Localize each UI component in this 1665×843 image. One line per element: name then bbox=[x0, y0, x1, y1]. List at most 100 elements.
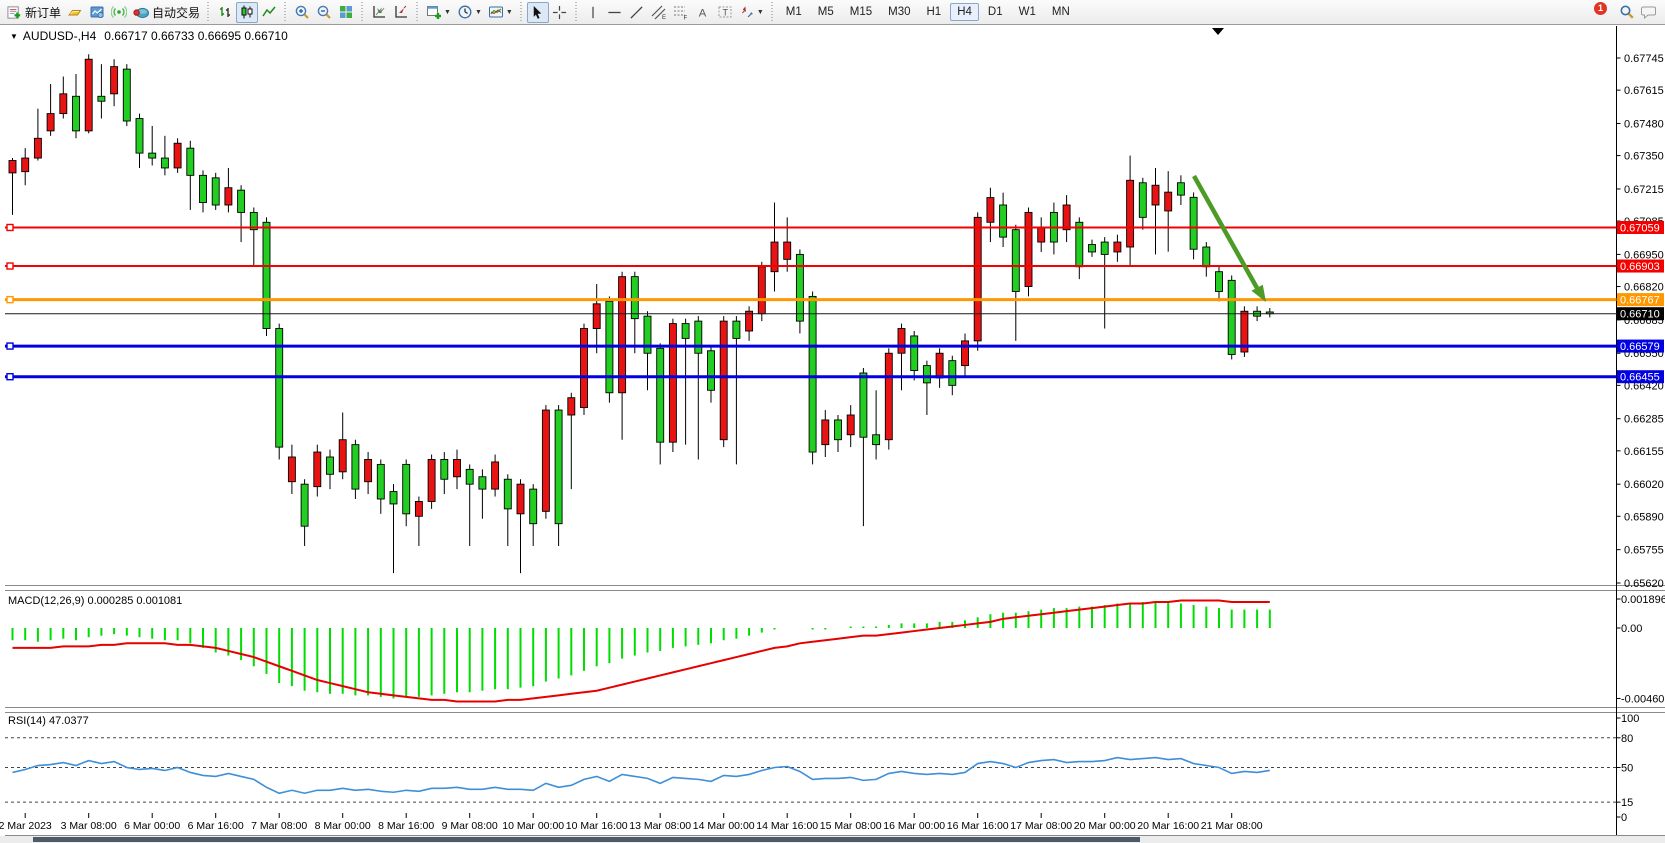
candle-body bbox=[503, 478, 512, 510]
auto-arrange-button[interactable] bbox=[368, 2, 390, 23]
vertical-line-tool-button[interactable] bbox=[582, 2, 604, 23]
timeframe-W1[interactable]: W1 bbox=[1018, 6, 1036, 18]
candle-body bbox=[402, 463, 411, 515]
timeframe-M30[interactable]: M30 bbox=[888, 6, 911, 18]
timeframe-M5[interactable]: M5 bbox=[817, 6, 834, 18]
candle-body bbox=[884, 352, 893, 441]
signals-button[interactable] bbox=[108, 2, 130, 23]
level-anchor-handle[interactable] bbox=[6, 295, 14, 304]
level-anchor-handle[interactable] bbox=[6, 342, 14, 350]
svg-text:0.66420: 0.66420 bbox=[1624, 380, 1664, 392]
svg-text:0.67480: 0.67480 bbox=[1624, 118, 1664, 130]
candle-body bbox=[465, 468, 474, 485]
level-anchor-handle[interactable] bbox=[6, 373, 14, 381]
candle-body bbox=[516, 483, 525, 515]
price-level-label bbox=[1617, 293, 1664, 307]
candle-body bbox=[1024, 211, 1033, 287]
timeframe-H1[interactable]: H1 bbox=[926, 6, 942, 18]
arrows-tool-button[interactable]: ▼ bbox=[736, 2, 767, 23]
svg-text:6 Mar 16:00: 6 Mar 16:00 bbox=[188, 820, 244, 832]
timeframe-D1[interactable]: D1 bbox=[987, 6, 1003, 18]
svg-text:0.65890: 0.65890 bbox=[1624, 511, 1664, 523]
new-order-label: 新订单 bbox=[25, 5, 62, 20]
chat-bubble-icon bbox=[1641, 6, 1656, 20]
candle-body bbox=[135, 118, 144, 154]
dock-chart-button[interactable] bbox=[390, 2, 412, 23]
timeframe-M1[interactable]: M1 bbox=[785, 6, 802, 18]
search-button[interactable] bbox=[1616, 2, 1638, 23]
line-chart-type-button[interactable] bbox=[258, 2, 280, 23]
candle-body bbox=[1202, 246, 1211, 268]
chart-shift-marker[interactable] bbox=[1212, 28, 1224, 35]
candle-body bbox=[199, 174, 207, 203]
profiles-button[interactable] bbox=[86, 2, 108, 23]
time-axis[interactable]: 2 Mar 2023 3 Mar 08:00 6 Mar 00:00 6 Mar 16… bbox=[0, 813, 1263, 832]
timeframe-M15[interactable]: M15 bbox=[849, 6, 873, 18]
auto-arrange-icon bbox=[373, 6, 386, 18]
chart-title: ▼ AUDUSD-,H4 0.66717 0.66733 0.66695 0.667… bbox=[10, 29, 288, 43]
svg-text:20 Mar 16:00: 20 Mar 16:00 bbox=[1137, 820, 1199, 832]
timeframe-MN[interactable]: MN bbox=[1051, 6, 1070, 18]
trend-arrow-head bbox=[1251, 284, 1266, 302]
candle-body bbox=[224, 187, 233, 206]
text-icon: A bbox=[699, 7, 707, 19]
candle-body bbox=[935, 352, 944, 379]
level-anchor-handle[interactable] bbox=[6, 223, 14, 232]
level-anchor-handle[interactable] bbox=[6, 262, 14, 270]
svg-text:9 Mar 08:00: 9 Mar 08:00 bbox=[442, 820, 498, 832]
price-axis[interactable]: 0.67745 0.67615 0.67480 0.67350 0.67215 0.670… bbox=[1616, 53, 1664, 590]
candle-body bbox=[745, 310, 754, 332]
zoom-out-button[interactable] bbox=[313, 2, 335, 23]
period-button[interactable]: ▼ bbox=[454, 2, 485, 23]
crosshair-tool-button[interactable] bbox=[549, 2, 571, 23]
candle-body bbox=[33, 137, 42, 159]
candle-body bbox=[757, 266, 766, 315]
trendline-icon bbox=[630, 5, 643, 19]
new-order-button[interactable]: 新订单 bbox=[4, 2, 64, 23]
svg-text:0.66950: 0.66950 bbox=[1624, 249, 1664, 261]
bar-chart-type-button[interactable] bbox=[214, 2, 236, 23]
dropdown-caret-icon: ▼ bbox=[474, 8, 482, 16]
rsi-axis-label: 80 bbox=[1621, 733, 1633, 745]
collapse-triangle-icon[interactable]: ▼ bbox=[10, 32, 18, 41]
candle-body bbox=[618, 276, 627, 394]
svg-text:14 Mar 16:00: 14 Mar 16:00 bbox=[756, 820, 818, 832]
trendline-tool-button[interactable] bbox=[626, 2, 648, 23]
trend-arrow-annotation[interactable] bbox=[1192, 174, 1259, 290]
crosshair-icon bbox=[553, 5, 567, 19]
svg-text:20 Mar 00:00: 20 Mar 00:00 bbox=[1074, 820, 1136, 832]
equidistant-channel-tool-button[interactable]: E bbox=[648, 2, 670, 23]
candle-body bbox=[211, 177, 220, 206]
candle-body bbox=[313, 451, 322, 488]
horizontal-line-tool-button[interactable] bbox=[604, 2, 626, 23]
candle-chart-type-button[interactable] bbox=[236, 1, 259, 23]
tile-windows-button[interactable] bbox=[335, 2, 357, 23]
zoom-in-button[interactable] bbox=[291, 2, 313, 23]
svg-text:16 Mar 00:00: 16 Mar 00:00 bbox=[883, 820, 945, 832]
candle-body bbox=[97, 95, 106, 102]
rsi-axis-label: 0 bbox=[1621, 812, 1627, 824]
svg-text:0.66285: 0.66285 bbox=[1624, 414, 1664, 426]
template-button[interactable]: ▼ bbox=[485, 2, 516, 23]
rsi-axis-label: 15 bbox=[1621, 797, 1633, 809]
toolbar-separator bbox=[518, 2, 524, 22]
notifications-button[interactable] bbox=[1638, 2, 1661, 23]
cursor-tool-button[interactable] bbox=[526, 1, 549, 23]
candle-body bbox=[376, 463, 385, 500]
chart-symbol-period: AUDUSD-,H4 bbox=[22, 29, 97, 43]
timeframe-H4[interactable]: H4 bbox=[950, 3, 979, 21]
market-watch-button[interactable] bbox=[64, 2, 86, 23]
h-scrollbar-thumb[interactable] bbox=[33, 837, 1140, 842]
new-chart-button[interactable]: ▼ bbox=[423, 2, 454, 23]
text-tool-button[interactable]: A bbox=[692, 2, 714, 23]
price-level-label bbox=[1617, 307, 1664, 321]
auto-trading-button[interactable]: 自动交易 bbox=[130, 2, 203, 23]
candle-body bbox=[961, 340, 969, 367]
text-label-tool-button[interactable]: T bbox=[714, 2, 736, 23]
candle-body bbox=[846, 414, 855, 436]
notification-badge[interactable]: 1 bbox=[1594, 2, 1607, 15]
price-level-label bbox=[1617, 220, 1664, 234]
candle-body bbox=[795, 253, 804, 322]
fibonacci-tool-button[interactable]: F bbox=[670, 2, 692, 23]
